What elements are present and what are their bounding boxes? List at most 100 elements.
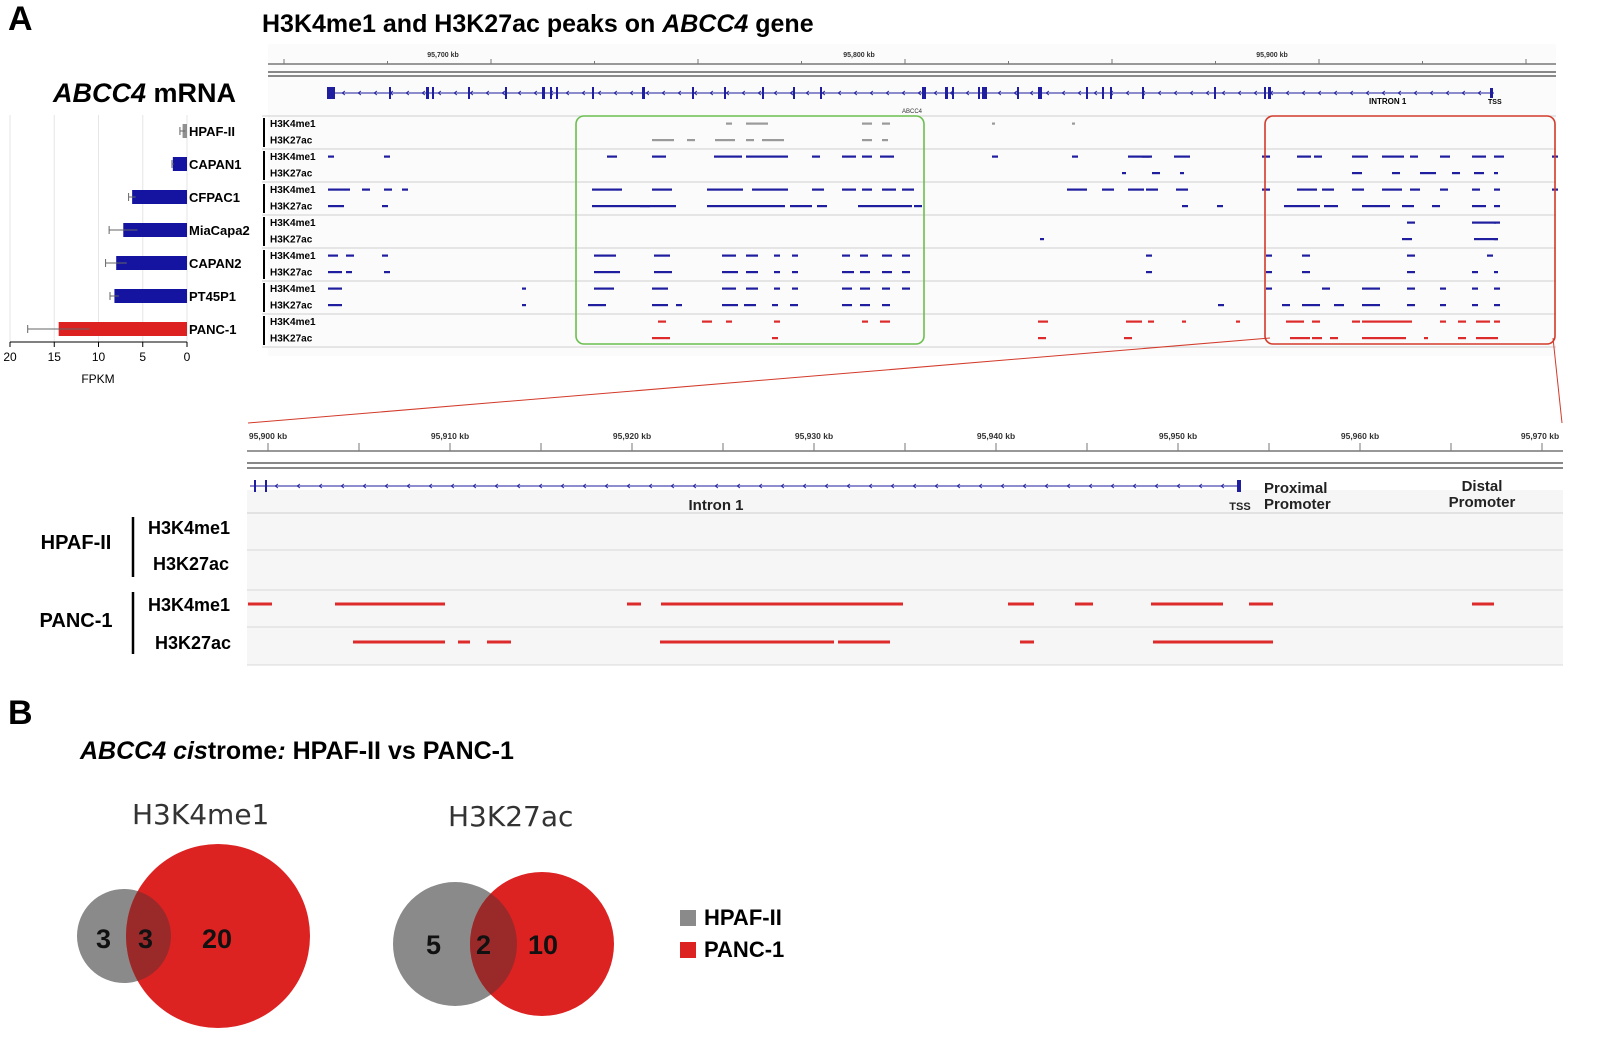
- zoom-tss-label: TSS: [1229, 501, 1250, 513]
- mrna-x-tick-label: 5: [139, 350, 146, 364]
- browser-peak: [726, 320, 732, 323]
- zoom-gene-arrow: [956, 483, 961, 489]
- zoom-gene-arrow: [472, 483, 477, 489]
- gene-exon: [1040, 87, 1042, 99]
- browser-peak: [882, 287, 890, 290]
- mrna-x-tick-label: 10: [92, 350, 106, 364]
- zoom-proximal-label-1: Proximal: [1264, 480, 1327, 497]
- browser-track-label: H3K4me1: [270, 218, 316, 229]
- browser-peak: [1458, 337, 1466, 340]
- gene-model-arrow: [1301, 90, 1306, 96]
- gene-exon: [426, 87, 429, 99]
- gene-model-arrow: [1029, 90, 1034, 96]
- gene-model-arrow: [341, 90, 346, 96]
- zoom-peak: [1153, 640, 1273, 644]
- mrna-bar-chart: 20 15 10 5 0 FPKM HPAF-II CAPAN1 CFPAC1 MiaCapa2 C…: [3, 115, 250, 386]
- browser-peak: [1472, 205, 1486, 208]
- browser-peak: [1284, 205, 1320, 208]
- browser-peak: [746, 122, 768, 125]
- zoom-peak: [335, 602, 445, 606]
- gene-exon: [978, 87, 980, 99]
- browser-track-label: H3K4me1: [270, 251, 316, 262]
- zoom-gene-arrow: [406, 483, 411, 489]
- zoom-distal-label-1: Distal: [1462, 478, 1503, 495]
- browser-peak: [1128, 188, 1144, 191]
- zoom-kb-label: 95,960 kb: [1341, 431, 1379, 441]
- zoom-track-label: H3K27ac: [153, 554, 229, 574]
- browser-peak: [882, 122, 890, 125]
- zoom-gene-arrow: [516, 483, 521, 489]
- browser-track-label: H3K27ac: [270, 169, 313, 180]
- zoom-gene-arrow: [318, 483, 323, 489]
- gene-exon: [1142, 87, 1144, 99]
- gene-model-arrow: [565, 90, 570, 96]
- browser-peak: [744, 304, 756, 307]
- panel-a-title: H3K4me1 and H3K27ac peaks on ABCC4 gene: [262, 10, 814, 39]
- zoom-peak: [487, 640, 511, 644]
- gene-exon: [984, 87, 987, 99]
- gene-exon: [1086, 87, 1088, 99]
- gene-model-arrow: [517, 90, 522, 96]
- browser-peak: [1494, 287, 1500, 290]
- browser-peak: [812, 188, 824, 191]
- browser-peak: [382, 254, 388, 257]
- browser-peak: [1072, 122, 1075, 125]
- zoom-gene-arrow: [648, 483, 653, 489]
- browser-peak: [1176, 188, 1188, 191]
- browser-peak: [880, 320, 890, 323]
- zoom-connector-left-line: [247, 337, 1271, 424]
- gene-model-arrow: [581, 90, 586, 96]
- browser-peak: [592, 188, 622, 191]
- gene-model-arrow: [997, 90, 1002, 96]
- browser-peak: [1312, 337, 1322, 340]
- mrna-bar: [58, 322, 187, 336]
- gene-model-arrow: [885, 90, 890, 96]
- browser-peak: [1472, 304, 1478, 307]
- browser-peak: [1440, 304, 1446, 307]
- browser-peak: [1102, 188, 1114, 191]
- gene-model-arrow: [1205, 90, 1210, 96]
- browser-peak: [746, 271, 758, 274]
- browser-peak: [1392, 172, 1400, 175]
- browser-track-label: H3K4me1: [270, 152, 316, 163]
- gene-exon: [820, 87, 822, 99]
- browser-peak: [652, 304, 668, 307]
- zoom-gene-arrow: [1198, 483, 1203, 489]
- gene-model-arrow: [837, 90, 842, 96]
- panel-a-title-prefix: H3K4me1 and H3K27ac peaks on: [262, 10, 663, 38]
- browser-peak: [882, 188, 896, 191]
- gene-model-arrow: [1045, 90, 1050, 96]
- gene-model-arrow: [1477, 90, 1482, 96]
- browser-peak: [1236, 320, 1240, 323]
- gene-model-arrow: [741, 90, 746, 96]
- browser-peak: [1072, 155, 1078, 158]
- panel-letter-b: B: [8, 694, 33, 732]
- zoom-group-label-panc: PANC-1: [40, 610, 113, 632]
- browser-peak: [1174, 155, 1190, 158]
- browser-peak: [1420, 172, 1436, 175]
- browser-peak: [1440, 188, 1448, 191]
- browser-peak: [1146, 254, 1152, 257]
- gene-exon: [542, 87, 545, 99]
- zoom-gene-arrow: [1022, 483, 1027, 489]
- browser-peak: [1476, 320, 1490, 323]
- browser-peak: [1352, 155, 1368, 158]
- mrna-bar: [132, 190, 187, 204]
- browser-peak: [902, 287, 910, 290]
- browser-peak: [772, 337, 778, 340]
- zoom-gene-arrow: [538, 483, 543, 489]
- browser-peak: [1038, 337, 1046, 340]
- zoom-exon-tss: [1237, 480, 1241, 492]
- zoomed-browser-panel: 95,900 kb 95,910 kb 95,920 kb 95,930 kb 95,9…: [40, 431, 1563, 666]
- mrna-x-tick-label: 15: [48, 350, 62, 364]
- zoom-distal-label-2: Promoter: [1449, 494, 1516, 511]
- browser-peak: [902, 188, 914, 191]
- zoom-gene-arrow: [692, 483, 697, 489]
- browser-peak: [715, 139, 735, 142]
- browser-peak: [1402, 238, 1412, 241]
- gene-model-arrow: [773, 90, 778, 96]
- browser-peak: [1152, 172, 1160, 175]
- browser-peak: [860, 287, 870, 290]
- browser-peak: [1440, 287, 1446, 290]
- browser-peak: [652, 155, 666, 158]
